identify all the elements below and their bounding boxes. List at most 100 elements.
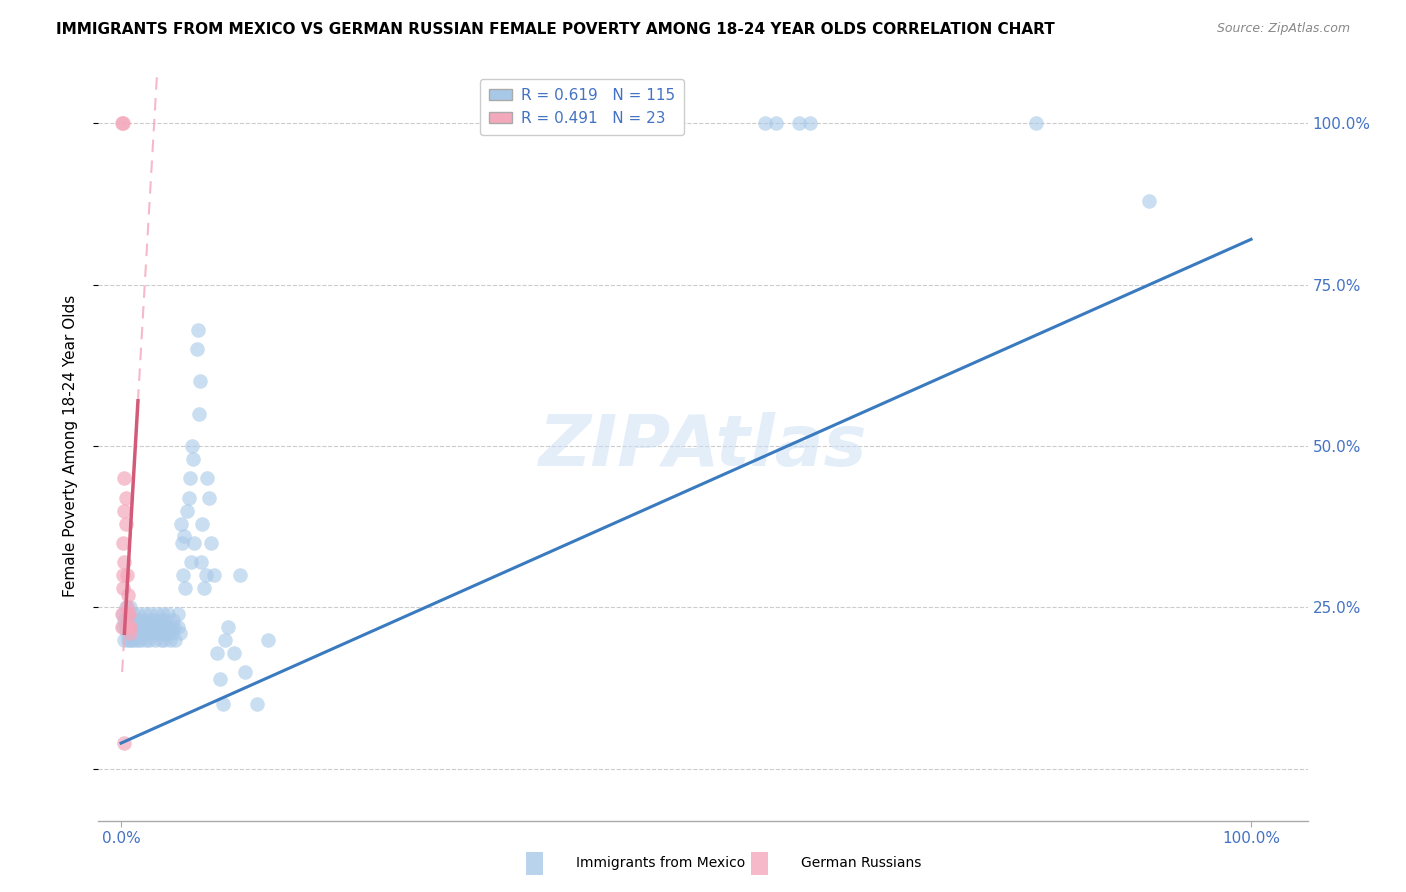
Point (132, 626, 155, 640)
Point (120, 626, 142, 640)
Text: Immigrants from Mexico: Immigrants from Mexico (576, 856, 745, 871)
Point (193, 581, 215, 595)
Point (117, 620, 139, 634)
Point (191, 516, 214, 531)
Point (125, 620, 148, 634)
Point (1137, 194, 1160, 208)
Point (128, 626, 150, 640)
Point (118, 626, 141, 640)
Point (233, 665, 256, 679)
Point (122, 607, 145, 621)
Point (153, 626, 176, 640)
Point (160, 626, 183, 640)
Point (205, 646, 228, 660)
Point (112, 736, 135, 750)
Point (120, 600, 142, 615)
Point (142, 620, 165, 634)
Point (114, 491, 136, 505)
Y-axis label: Female Poverty Among 18-24 Year Olds: Female Poverty Among 18-24 Year Olds (63, 295, 77, 597)
Point (112, 503, 135, 517)
Point (111, 620, 134, 634)
Point (177, 491, 200, 505)
Point (128, 614, 150, 628)
Point (169, 626, 191, 640)
Point (217, 620, 239, 634)
Point (120, 626, 142, 640)
Point (195, 471, 218, 485)
Point (155, 620, 177, 634)
Point (754, 116, 776, 130)
Point (115, 600, 138, 615)
Text: ZIPAtlas: ZIPAtlas (538, 411, 868, 481)
Point (157, 607, 180, 621)
Point (117, 620, 139, 634)
Point (170, 536, 193, 550)
Point (142, 614, 165, 628)
Point (188, 375, 211, 389)
Point (162, 614, 184, 628)
Point (127, 632, 149, 647)
Text: Source: ZipAtlas.com: Source: ZipAtlas.com (1216, 22, 1350, 36)
Point (211, 698, 233, 712)
Point (787, 116, 810, 130)
Point (150, 620, 173, 634)
Point (180, 555, 202, 569)
Point (112, 632, 135, 647)
Point (799, 116, 821, 130)
Point (187, 323, 209, 337)
Point (117, 632, 139, 647)
Point (115, 626, 138, 640)
Point (112, 536, 135, 550)
Point (149, 614, 172, 628)
Point (120, 620, 142, 634)
Point (176, 503, 198, 517)
Point (121, 620, 143, 634)
Point (131, 626, 153, 640)
Point (131, 632, 153, 647)
Point (120, 620, 142, 634)
Point (186, 342, 208, 356)
Point (120, 614, 142, 628)
Point (198, 491, 221, 505)
Point (173, 529, 195, 543)
Point (200, 536, 222, 550)
Point (214, 632, 236, 647)
Point (135, 620, 157, 634)
Point (131, 614, 153, 628)
Point (135, 632, 157, 647)
Point (136, 614, 159, 628)
Point (194, 568, 217, 582)
Point (163, 620, 186, 634)
Legend: R = 0.619   N = 115, R = 0.491   N = 23: R = 0.619 N = 115, R = 0.491 N = 23 (479, 79, 685, 135)
Point (115, 614, 138, 628)
Point (112, 471, 135, 485)
Point (112, 555, 135, 569)
Point (143, 632, 166, 647)
Point (257, 632, 280, 647)
Point (166, 607, 188, 621)
Point (153, 614, 176, 628)
Point (121, 632, 143, 647)
Point (115, 568, 138, 582)
Point (111, 607, 134, 621)
Point (115, 620, 138, 634)
Point (112, 607, 135, 621)
Point (118, 607, 141, 621)
Point (190, 555, 212, 569)
Point (146, 607, 169, 621)
Point (159, 620, 181, 634)
Point (138, 620, 160, 634)
Point (172, 568, 194, 582)
Point (112, 614, 135, 628)
Point (166, 620, 188, 634)
Point (222, 646, 245, 660)
Text: German Russians: German Russians (801, 856, 922, 871)
Point (136, 626, 159, 640)
Point (114, 600, 136, 615)
Point (117, 588, 139, 602)
Point (159, 632, 181, 647)
Point (141, 626, 163, 640)
Point (111, 116, 134, 130)
Point (124, 632, 146, 647)
Point (179, 471, 201, 485)
